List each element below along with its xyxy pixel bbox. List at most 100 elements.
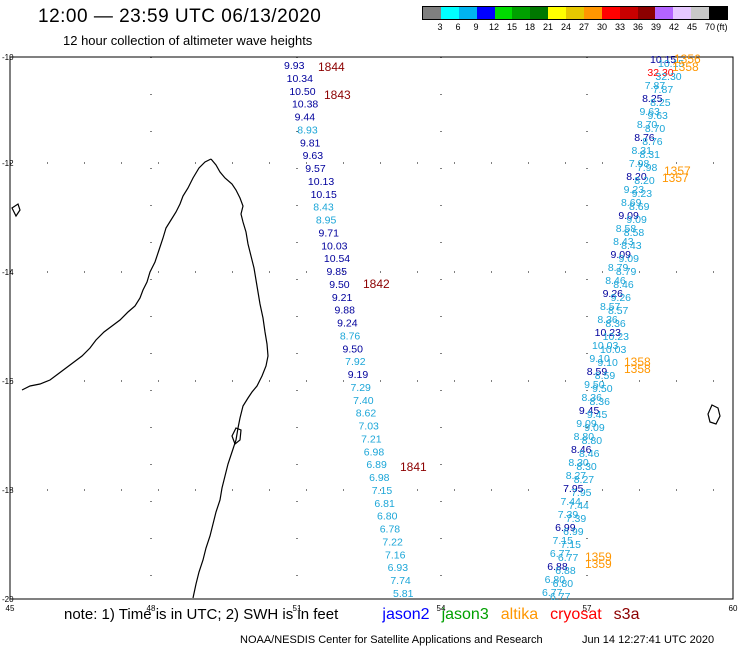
- pass-number-label: 1844: [318, 60, 345, 74]
- east-track-swh-value: 6.80: [545, 574, 566, 586]
- east-track-swh-value: 8.79: [608, 262, 629, 274]
- color-swatch: [673, 7, 692, 19]
- color-swatch: [494, 7, 513, 19]
- color-scale-label: 12: [488, 22, 500, 32]
- east-track-swh-value: 7.98: [629, 158, 650, 170]
- jason2-swh-value: 10.15: [311, 189, 337, 201]
- longitude-tick-label: 45: [6, 604, 15, 613]
- jason2-swh-value: 9.24: [337, 318, 358, 330]
- color-scale-label: 36: [632, 22, 644, 32]
- east-track-swh-value: 9.26: [603, 288, 624, 300]
- jason2-swh-value: 9.81: [300, 137, 321, 149]
- east-track-swh-value: 8.27: [574, 474, 595, 486]
- jason2-swh-value: 9.50: [329, 279, 350, 291]
- east-track-swh-value: 8.46: [613, 279, 634, 291]
- east-track-swh-value: 9.45: [579, 405, 600, 417]
- color-swatch: [619, 7, 638, 19]
- color-scale-label: 18: [524, 22, 536, 32]
- island-reunion: [707, 404, 721, 425]
- satellite-legend-jason2: jason2: [382, 606, 430, 623]
- pass-number-label: 1359: [585, 557, 612, 571]
- east-track-swh-value: 9.10: [597, 357, 618, 369]
- jason2-swh-value: 10.38: [292, 99, 318, 111]
- east-track-swh-value: 9.63: [639, 106, 660, 118]
- east-track-swh-value: 8.80: [582, 435, 603, 447]
- jason2-swh-value: 9.63: [303, 150, 324, 162]
- jason2-swh-value: 6.93: [388, 562, 409, 574]
- east-track-swh-value: 8.36: [590, 396, 611, 408]
- east-track-swh-value: 6.77: [550, 591, 571, 603]
- map-subtitle: 12 hour collection of altimeter wave hei…: [63, 33, 313, 48]
- jason2-swh-value: 8.95: [316, 215, 337, 227]
- jason2-swh-value: 9.71: [319, 227, 340, 239]
- east-track-swh-value: 6.77: [550, 548, 571, 560]
- jason2-swh-value: 10.54: [324, 253, 350, 265]
- east-track-swh-value: 9.63: [647, 110, 668, 122]
- jason2-swh-value: 6.80: [377, 511, 398, 523]
- pass-number-label: 1358: [624, 362, 651, 376]
- east-track-swh-value: 6.88: [555, 565, 576, 577]
- jason2-swh-value: 6.78: [380, 524, 401, 536]
- jason2-swh-value: 9.19: [348, 369, 369, 381]
- east-track-swh-value: 8.69: [629, 201, 650, 213]
- east-track-swh-value: 8.27: [566, 470, 587, 482]
- jason2-swh-value: 9.93: [284, 60, 305, 72]
- color-swatch: [655, 7, 674, 19]
- east-track-swh-value: 8.57: [608, 305, 629, 317]
- east-track-swh-value: 8.59: [595, 370, 616, 382]
- units-note: note: 1) Time is in UTC; 2) SWH is in fe…: [64, 606, 339, 623]
- jason2-swh-value: 6.89: [366, 459, 387, 471]
- east-track-swh-value: 9.09: [610, 249, 631, 261]
- color-swatch: [440, 7, 459, 19]
- east-track-swh-value: 7.44: [568, 500, 589, 512]
- east-track-swh-value: 8.76: [634, 132, 655, 144]
- satellite-legend-altika: altika: [500, 606, 539, 623]
- madagascar-coastline: [192, 158, 269, 599]
- legend-row: note: 1) Time is in UTC; 2) SWH is in fe…: [64, 606, 651, 624]
- pass-number-labels: 1844184318421841135613581357135713581358…: [318, 52, 701, 571]
- east-track-swh-value: 9.09: [618, 210, 639, 222]
- color-scale-label: 15: [506, 22, 518, 32]
- jason2-swh-value: 7.74: [390, 575, 411, 587]
- jason2-swh-value: 9.88: [335, 305, 356, 317]
- color-scale-label: 27: [578, 22, 590, 32]
- color-scale-label: 6: [455, 22, 461, 32]
- east-track-swh-value: 8.36: [605, 318, 626, 330]
- east-track-swh-value: 8.36: [597, 314, 618, 326]
- east-track-swh-value: 9.10: [589, 353, 610, 365]
- east-track-swh-value: 8.70: [637, 119, 658, 131]
- east-track-swh-value: 10.15: [658, 58, 684, 70]
- east-track-swh-value: 7.39: [558, 509, 579, 521]
- color-swatch: [709, 7, 727, 19]
- color-swatch: [423, 7, 441, 19]
- satellite-legend-cryosat: cryosat: [550, 606, 602, 623]
- longitude-tick-label: 54: [437, 604, 446, 613]
- color-scale-label: 3: [437, 22, 443, 32]
- jason2-swh-value: 9.50: [342, 343, 363, 355]
- east-track-swh-value: 9.23: [624, 184, 645, 196]
- east-track-swh-value: 10.23: [603, 331, 629, 343]
- east-track-swh-value: 6.77: [542, 587, 563, 599]
- east-track-swh-value: 6.77: [558, 552, 579, 564]
- color-scale-label: 21: [542, 22, 554, 32]
- east-track-swh-value: 9.09: [618, 253, 639, 265]
- east-track-swh-value: 8.30: [576, 461, 597, 473]
- east-track-swh-value: 8.69: [621, 197, 642, 209]
- east-track-swh-value: 6.99: [555, 522, 576, 534]
- color-swatch: [530, 7, 549, 19]
- east-track-swh-value: 10.03: [592, 340, 618, 352]
- color-scale-label: (ft): [716, 22, 728, 32]
- satellite-legend: jason2 jason3 altika cryosat s3a: [382, 606, 651, 623]
- pass-number-label: 1356: [674, 52, 701, 66]
- jason2-swh-value: 10.03: [321, 240, 347, 252]
- longitude-tick-label: 57: [583, 604, 592, 613]
- color-scale-label: 33: [614, 22, 626, 32]
- east-track-swh-value: 8.31: [632, 145, 653, 157]
- jason2-swh-value: 10.34: [287, 73, 313, 85]
- east-track-swh-value: 8.36: [582, 392, 603, 404]
- east-track-swh-value: 8.43: [621, 240, 642, 252]
- east-track-swh-value: 9.50: [592, 383, 613, 395]
- longitude-tick-label: 48: [147, 604, 156, 613]
- east-track-swh-value: 9.23: [632, 188, 653, 200]
- pass-number-label: 1357: [662, 171, 689, 185]
